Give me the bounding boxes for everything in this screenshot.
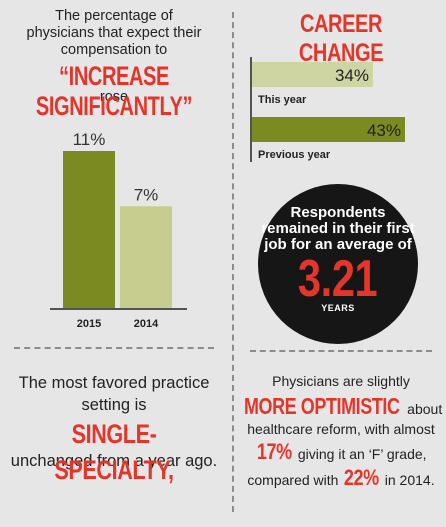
increase-significantly-highlight: “INCREASE SIGNIFICANTLY” xyxy=(35,61,193,121)
hbar-value-label: 43% xyxy=(367,121,401,140)
hbar-this-year xyxy=(252,62,373,87)
compensation-bar-chart: 11% 2015 7% 2014 xyxy=(50,130,187,330)
intro-outro: rose xyxy=(99,89,129,105)
practice-line: unchanged from a year ago. xyxy=(10,452,218,470)
years-unit: YEARS xyxy=(321,303,355,313)
about-text: about xyxy=(403,401,443,417)
bar-2015 xyxy=(63,151,115,308)
bar-category-label: 2015 xyxy=(77,318,101,330)
single-specialty-highlight: SINGLE-SPECIALTY, xyxy=(54,419,174,485)
optimism-text: compared with xyxy=(247,472,343,488)
intro-line: The percentage of xyxy=(55,8,173,24)
optimism-line: healthcare reform, with almost xyxy=(247,421,435,437)
bar-value-label: 7% xyxy=(134,185,159,204)
optimism-panel: Physicians are slightly MORE OPTIMISTIC … xyxy=(236,372,446,490)
hbar-category-label: Previous year xyxy=(258,149,331,161)
compensation-intro: The percentage of physicians that expect… xyxy=(0,8,228,121)
pct-22: 22% xyxy=(344,465,380,490)
pct-17: 17% xyxy=(257,439,293,464)
bar-category-label: 2014 xyxy=(134,318,159,330)
vertical-divider xyxy=(232,12,234,512)
optimism-line: Physicians are slightly xyxy=(272,373,410,389)
horizontal-divider-right xyxy=(250,350,432,352)
hbar-value-label: 34% xyxy=(335,66,369,85)
years-number: 3.21 xyxy=(298,250,378,308)
circle-line: job for an average of xyxy=(264,236,412,253)
bar-2014 xyxy=(120,206,172,308)
practice-line: setting is xyxy=(81,396,147,414)
intro-line: physicians that expect their xyxy=(26,25,202,41)
hbar-category-label: This year xyxy=(258,94,307,106)
optimism-text: giving it an ‘F’ grade, xyxy=(293,446,427,462)
years-circle: Respondents remained in their first job … xyxy=(258,184,418,344)
career-change-chart: 34% This year 43% Previous year xyxy=(250,57,405,162)
circle-line: Respondents xyxy=(290,204,386,221)
horizontal-divider-left xyxy=(14,347,214,349)
more-optimistic-highlight: MORE OPTIMISTIC xyxy=(243,393,400,419)
practice-setting-panel: The most favored practice setting is SIN… xyxy=(0,372,228,485)
bar-value-label: 11% xyxy=(73,130,106,149)
circle-line: remained in their first xyxy=(261,220,415,237)
intro-line: compensation to xyxy=(60,42,168,58)
optimism-text: in 2014. xyxy=(380,472,435,488)
practice-line: The most favored practice xyxy=(18,374,210,392)
hbar-previous-year xyxy=(252,117,405,142)
